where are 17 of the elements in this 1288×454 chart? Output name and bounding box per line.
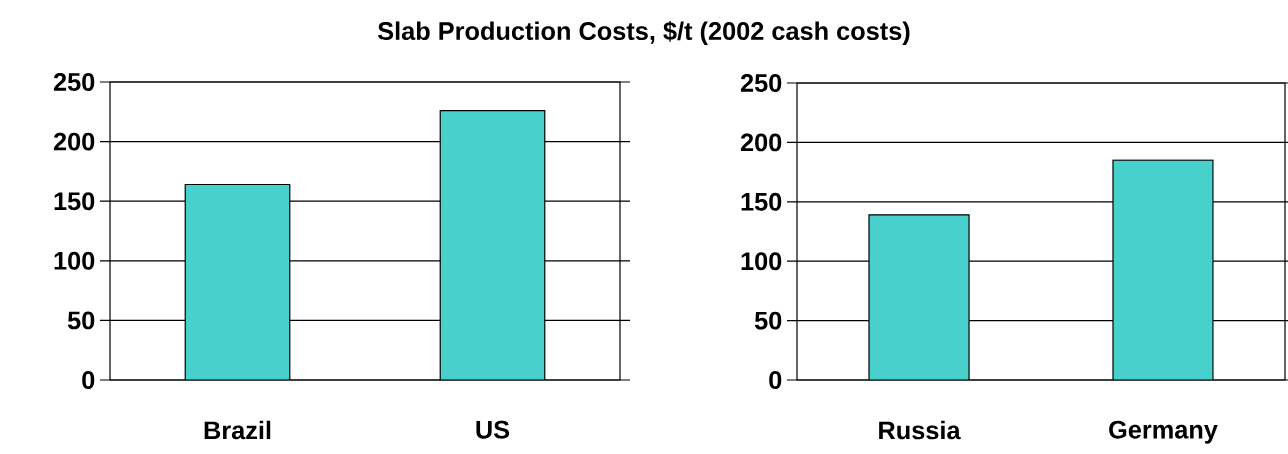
- y-tick-label: 50: [754, 311, 782, 330]
- y-tick-label: 200: [53, 132, 95, 151]
- x-tick-label: US: [476, 420, 510, 439]
- y-tick-label: 150: [54, 192, 95, 211]
- y-tick-label: 250: [740, 74, 782, 92]
- y-tick-label: 100: [741, 252, 782, 271]
- y-tick-label: 50: [67, 311, 95, 330]
- y-tick-label: 200: [740, 133, 782, 152]
- y-tick-label: 0: [82, 371, 95, 389]
- y-tick-label: 0: [769, 371, 782, 389]
- x-tick-label: Germany: [1109, 420, 1218, 444]
- x-tick-label: Russia: [879, 420, 961, 440]
- x-tick-label: Brazil: [204, 420, 271, 440]
- y-tick-label: 150: [741, 192, 782, 211]
- y-tick-label: 100: [54, 251, 95, 270]
- y-tick-label: 250: [53, 73, 95, 91]
- chart-title: Slab Production Costs, $/t (2002 cash costs): [377, 20, 910, 46]
